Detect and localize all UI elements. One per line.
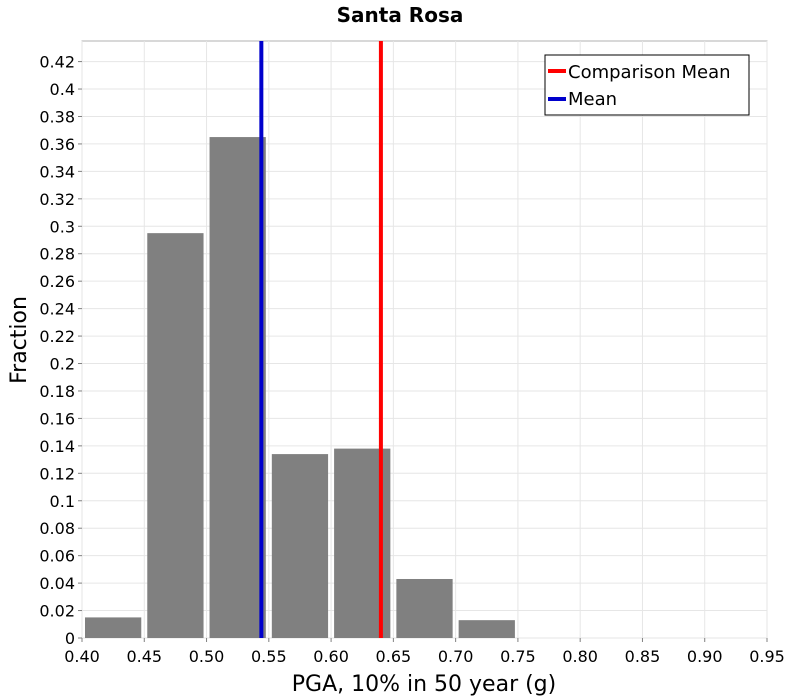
legend-label-comparison-mean: Comparison Mean (568, 62, 731, 83)
y-tick-label: 0.24 (39, 300, 75, 319)
y-tick-label: 0.22 (39, 327, 75, 346)
x-axis-ticks: 0.40 0.45 0.50 0.55 0.60 0.65 0.70 0.75 0.80 0.85… (64, 638, 785, 666)
y-tick-label: 0.38 (39, 107, 75, 126)
x-tick-label: 0.40 (64, 647, 100, 666)
y-tick-label: 0.18 (39, 382, 75, 401)
x-axis-title: PGA, 10% in 50 year (g) (292, 672, 556, 697)
y-tick-label: 0.4 (50, 80, 75, 99)
x-tick-label: 0.55 (251, 647, 287, 666)
y-axis-ticks: 0 0.02 0.04 0.06 0.08 0.1 0.12 0.14 0.16 0.18 0.2 0… (39, 53, 82, 648)
y-tick-label: 0.36 (39, 135, 75, 154)
y-tick-label: 0.1 (50, 492, 75, 511)
histogram-bar (85, 617, 142, 638)
mean-lines (259, 41, 383, 638)
y-axis-title: Fraction (7, 296, 32, 384)
y-tick-label: 0.12 (39, 464, 75, 483)
x-tick-label: 0.90 (687, 647, 723, 666)
histogram-bar (147, 233, 204, 638)
legend-label-mean: Mean (568, 89, 617, 110)
y-tick-label: 0.28 (39, 245, 75, 264)
y-tick-label: 0.34 (39, 162, 75, 181)
x-tick-label: 0.70 (438, 647, 474, 666)
chart-title: Santa Rosa (337, 3, 464, 27)
x-tick-label: 0.50 (189, 647, 225, 666)
x-tick-label: 0.75 (500, 647, 536, 666)
y-tick-label: 0.42 (39, 53, 75, 72)
y-tick-label: 0.04 (39, 574, 75, 593)
y-tick-label: 0.32 (39, 190, 75, 209)
histogram-bar (271, 454, 329, 638)
histogram-bar (458, 620, 515, 638)
x-tick-label: 0.80 (562, 647, 598, 666)
x-tick-label: 0.45 (126, 647, 162, 666)
histogram-bars (85, 137, 515, 638)
y-tick-label: 0.3 (50, 217, 75, 236)
histogram-bar (396, 578, 453, 638)
y-tick-label: 0.08 (39, 519, 75, 538)
y-tick-label: 0.14 (39, 437, 75, 456)
y-tick-label: 0.06 (39, 547, 75, 566)
histogram-bar (209, 137, 266, 638)
y-tick-label: 0.2 (50, 355, 75, 374)
x-tick-label: 0.85 (625, 647, 661, 666)
legend-box (544, 54, 750, 116)
y-tick-label: 0.16 (39, 409, 75, 428)
x-tick-label: 0.95 (749, 647, 785, 666)
legend: Comparison Mean Mean (544, 54, 750, 116)
y-tick-label: 0.02 (39, 602, 75, 621)
y-tick-label: 0.26 (39, 272, 75, 291)
y-tick-label: 0 (65, 629, 75, 648)
x-tick-label: 0.65 (376, 647, 412, 666)
x-tick-label: 0.60 (313, 647, 349, 666)
